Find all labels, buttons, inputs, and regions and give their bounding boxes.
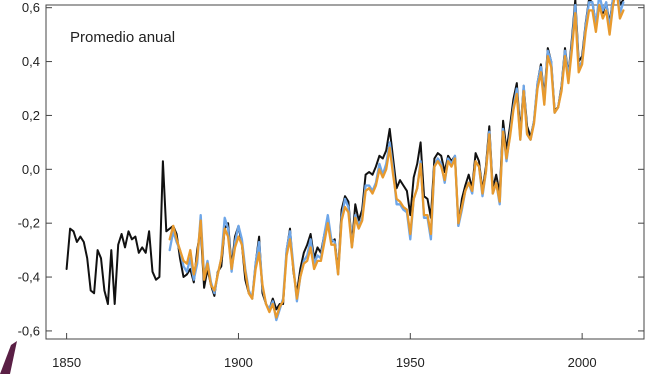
- series-group: [65, 0, 625, 322]
- x-tick-label: 2000: [568, 355, 597, 370]
- x-tick-label: 1900: [224, 355, 253, 370]
- y-tick-label: -0,2: [18, 216, 40, 231]
- x-tick-label: 1850: [52, 355, 81, 370]
- plot-frame: [45, 4, 645, 340]
- y-tick-label: 0,2: [22, 108, 40, 123]
- panel-label: Promedio anual: [70, 29, 175, 46]
- y-tick-label: 0,6: [22, 0, 40, 15]
- axis-ticks: 0,6 0,4 0,2 0,0 -0,2 -0,4 -0,6 1850 1900 1950 2000: [18, 0, 644, 370]
- y-tick-label: -0,4: [18, 270, 40, 285]
- y-tick-label: 0,0: [22, 162, 40, 177]
- series-line-3: [168, 0, 625, 319]
- corner-decoration: [0, 341, 17, 374]
- y-tick-label: 0,4: [22, 54, 40, 69]
- x-tick-label: 1950: [396, 355, 425, 370]
- y-tick-label: -0,6: [18, 323, 40, 338]
